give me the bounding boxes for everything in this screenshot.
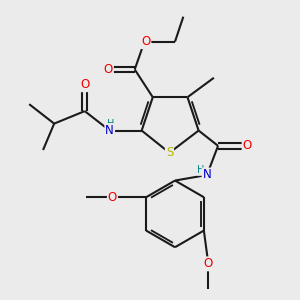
Text: N: N [105, 124, 114, 137]
Text: O: O [108, 191, 117, 204]
Text: S: S [166, 146, 173, 159]
Text: H: H [197, 165, 205, 175]
Text: O: O [104, 63, 113, 76]
Text: O: O [80, 78, 89, 91]
Text: O: O [204, 257, 213, 270]
Text: N: N [202, 169, 211, 182]
Text: O: O [243, 139, 252, 152]
Text: H: H [107, 119, 115, 129]
Text: O: O [141, 35, 151, 48]
